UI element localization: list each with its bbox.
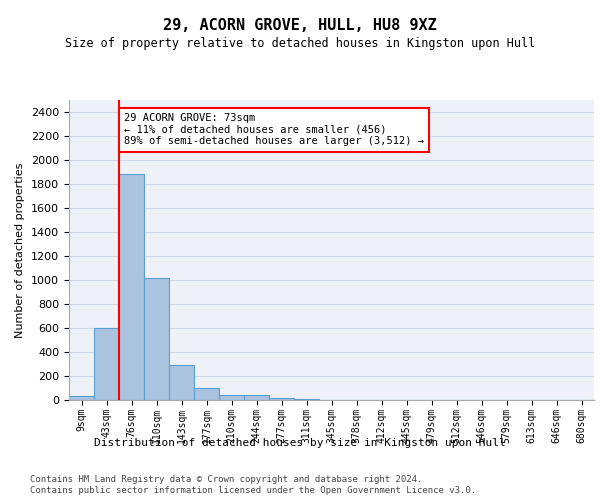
Bar [194,388,219,400]
Bar [219,394,244,400]
Text: 29, ACORN GROVE, HULL, HU8 9XZ: 29, ACORN GROVE, HULL, HU8 9XZ [163,18,437,32]
Bar [144,278,169,400]
Bar [94,328,119,400]
Bar [69,396,94,400]
Bar [269,398,294,400]
Bar [244,395,269,400]
Text: Size of property relative to detached houses in Kingston upon Hull: Size of property relative to detached ho… [65,38,535,51]
Text: Distribution of detached houses by size in Kingston upon Hull: Distribution of detached houses by size … [94,438,506,448]
Bar [119,174,144,400]
Text: Contains public sector information licensed under the Open Government Licence v3: Contains public sector information licen… [30,486,476,495]
Bar [169,365,194,400]
Text: Contains HM Land Registry data © Crown copyright and database right 2024.: Contains HM Land Registry data © Crown c… [30,475,422,484]
Text: 29 ACORN GROVE: 73sqm
← 11% of detached houses are smaller (456)
89% of semi-det: 29 ACORN GROVE: 73sqm ← 11% of detached … [124,113,424,146]
Y-axis label: Number of detached properties: Number of detached properties [16,162,25,338]
